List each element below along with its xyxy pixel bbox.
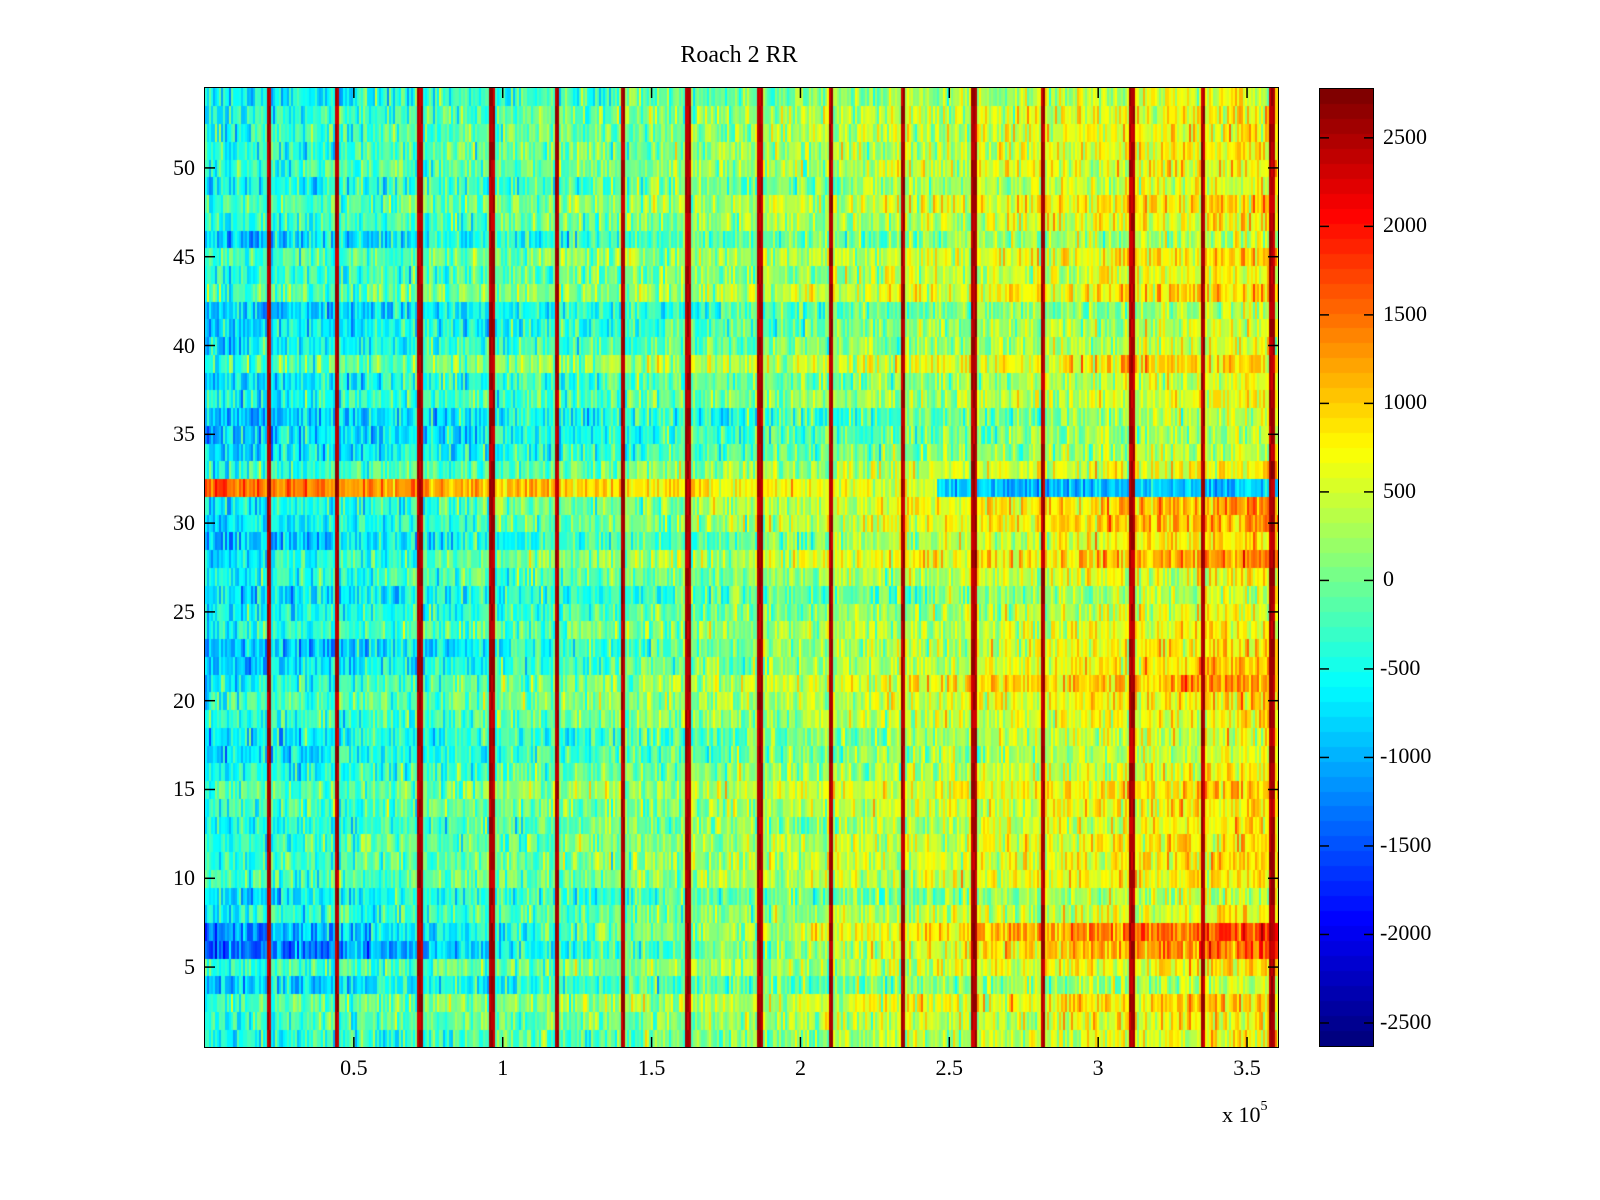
y-tick-label: 15: [173, 776, 195, 802]
colorbar-tick-label: -1500: [1380, 831, 1432, 857]
x-exponent-base: x 10: [1222, 1102, 1261, 1127]
y-tick-label: 35: [173, 421, 195, 447]
colorbar-tick-label: -500: [1380, 654, 1421, 680]
colorbar-tick-label: 2000: [1383, 212, 1427, 238]
colorbar-tick-label: 500: [1383, 477, 1416, 503]
x-tick-label: 0.5: [340, 1055, 368, 1080]
x-tick-label: 3: [1092, 1055, 1104, 1080]
y-tick-label: 10: [173, 865, 195, 891]
colorbar-gradient: [1320, 89, 1373, 1046]
colorbar-tick-label: 2500: [1383, 123, 1427, 149]
y-tick-label: 5: [184, 954, 195, 980]
x-tick-label: 1.5: [637, 1055, 666, 1080]
plot-area: [204, 87, 1279, 1048]
y-tick-label: 20: [173, 687, 195, 713]
x-tick-label: 2: [794, 1055, 806, 1080]
x-tick-label: 1: [497, 1055, 509, 1080]
y-tick-label: 50: [173, 154, 195, 180]
x-exponent-power: 5: [1260, 1098, 1268, 1114]
x-axis-exponent: x 105: [1222, 1098, 1268, 1128]
chart-title: Roach 2 RR: [680, 42, 798, 68]
colorbar-tick-label: 0: [1383, 566, 1394, 592]
y-tick-label: 30: [173, 510, 195, 536]
y-tick-label: 45: [173, 243, 195, 269]
y-tick-label: 40: [173, 332, 195, 358]
colorbar-tick-label: -1000: [1380, 743, 1432, 769]
colorbar-tick-label: -2500: [1380, 1008, 1432, 1034]
colorbar-tick-label: -2000: [1380, 920, 1432, 946]
x-tick-label: 3.5: [1233, 1055, 1261, 1080]
colorbar: [1319, 88, 1374, 1047]
heatmap-cells: [205, 88, 1278, 1047]
x-tick-label: 2.5: [935, 1055, 964, 1080]
colorbar-tick-label: 1500: [1383, 300, 1427, 326]
colorbar-tick-label: 1000: [1383, 389, 1427, 415]
y-tick-label: 25: [173, 598, 195, 624]
